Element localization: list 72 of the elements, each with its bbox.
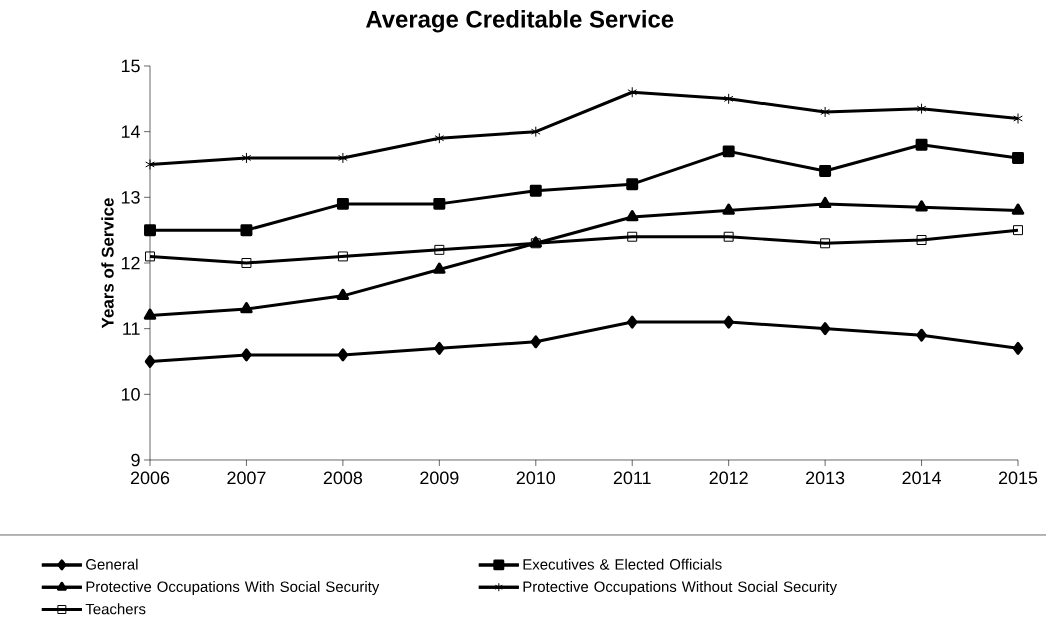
point xyxy=(1012,151,1024,164)
point xyxy=(530,335,542,349)
y-tick-label: 14 xyxy=(121,125,140,138)
point xyxy=(240,301,253,314)
point xyxy=(723,231,734,242)
x-tick-label: 2013 xyxy=(806,471,845,485)
legend-label: Protective Occupations With Social Security xyxy=(86,581,380,595)
point xyxy=(723,93,734,105)
point xyxy=(336,197,349,210)
point xyxy=(1012,341,1024,355)
point xyxy=(722,145,735,158)
point xyxy=(145,159,155,170)
point xyxy=(241,258,252,268)
point xyxy=(626,178,639,191)
point xyxy=(338,152,348,164)
legend-label: Teachers xyxy=(85,603,146,615)
x-tick-label: 2011 xyxy=(613,471,651,485)
legend-label: Protective Occupations Without Social Security xyxy=(523,581,838,595)
point xyxy=(144,224,156,237)
x-tick-label: 2010 xyxy=(516,471,556,485)
point xyxy=(1013,225,1023,236)
point xyxy=(144,355,156,368)
x-tick-label: 2007 xyxy=(227,471,266,485)
point xyxy=(530,126,541,138)
point xyxy=(625,210,639,222)
point xyxy=(820,238,831,249)
x-tick-label: 2014 xyxy=(902,471,941,485)
chart-title: Average Creditable Service xyxy=(365,10,674,33)
y-tick-label: 12 xyxy=(121,256,140,270)
x-tick-label: 2009 xyxy=(420,471,459,485)
point xyxy=(1011,203,1025,215)
point xyxy=(1013,113,1023,124)
y-tick-label: 13 xyxy=(121,190,140,204)
point xyxy=(240,224,253,237)
point xyxy=(529,184,542,197)
x-tick-label: 2012 xyxy=(709,471,748,485)
point xyxy=(723,315,734,329)
point xyxy=(433,262,446,274)
point xyxy=(915,200,928,212)
point xyxy=(916,103,927,115)
y-tick-label: 11 xyxy=(123,322,140,335)
point xyxy=(241,152,252,164)
legend-label: Executives & Elected Officials xyxy=(523,558,722,570)
point xyxy=(916,328,927,342)
point xyxy=(145,251,155,262)
x-tick-label: 2006 xyxy=(130,471,170,485)
point xyxy=(241,348,252,362)
point xyxy=(627,231,638,242)
legend-label: General xyxy=(86,558,138,570)
point xyxy=(336,288,350,301)
x-tick-label: 2008 xyxy=(323,471,363,485)
y-tick-label: 10 xyxy=(121,387,140,401)
point xyxy=(433,197,446,210)
point xyxy=(434,132,445,144)
point xyxy=(915,138,928,151)
point xyxy=(337,251,348,262)
y-tick-label: 9 xyxy=(131,453,140,467)
point xyxy=(434,244,445,255)
y-tick-label: 15 xyxy=(121,59,140,73)
point xyxy=(916,235,927,245)
point xyxy=(820,106,830,118)
point xyxy=(722,203,735,215)
point xyxy=(143,308,157,320)
point xyxy=(337,348,349,362)
x-tick-label: 2015 xyxy=(998,471,1038,485)
point xyxy=(819,165,832,178)
point xyxy=(818,196,832,209)
point xyxy=(434,341,445,355)
y-axis-title: Years of Service xyxy=(101,198,114,329)
point xyxy=(626,315,638,329)
point xyxy=(819,322,831,336)
point xyxy=(627,86,638,98)
